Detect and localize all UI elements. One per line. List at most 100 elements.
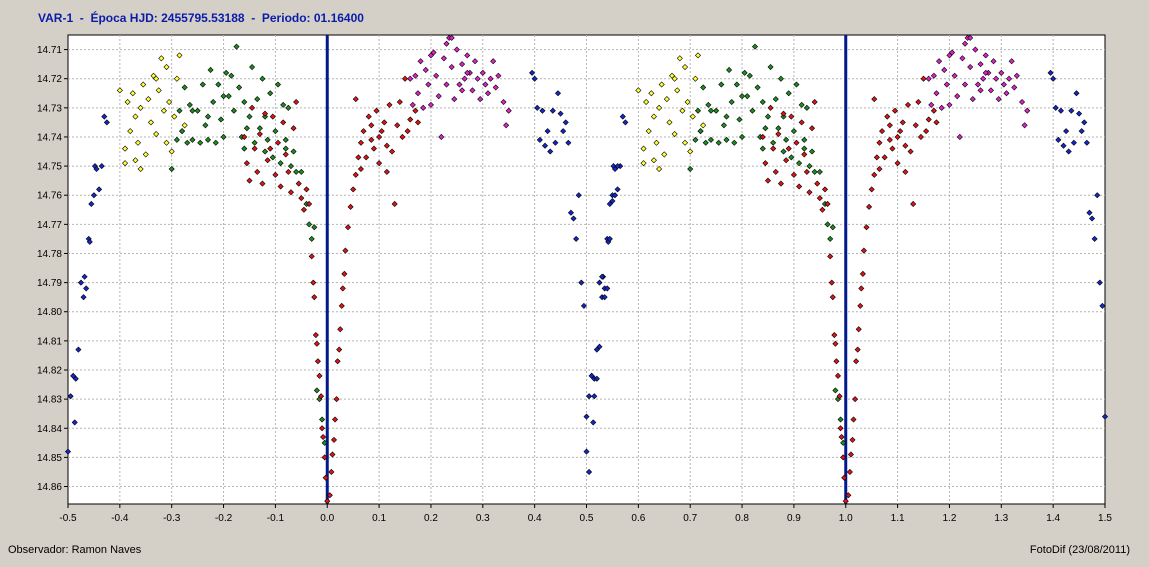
data-point-series-1 <box>684 98 691 106</box>
data-point-series-4 <box>933 90 940 97</box>
data-point-series-2 <box>223 69 230 76</box>
data-point-series-2 <box>736 116 743 123</box>
data-point-series-3 <box>827 253 834 260</box>
data-point-series-4 <box>412 72 419 79</box>
data-point-series-5 <box>544 128 551 135</box>
data-point-series-3 <box>759 133 766 140</box>
data-point-series-3 <box>280 119 287 126</box>
data-point-series-1 <box>168 148 175 155</box>
data-point-series-2 <box>217 116 224 123</box>
data-point-series-4 <box>967 64 974 71</box>
data-point-series-2 <box>801 145 808 152</box>
data-point-series-4 <box>977 61 984 68</box>
data-point-series-5 <box>77 279 84 286</box>
data-point-series-3 <box>859 270 866 277</box>
data-point-series-3 <box>287 189 294 196</box>
data-point-series-1 <box>134 139 142 146</box>
data-point-series-1 <box>650 113 657 120</box>
data-point-series-5 <box>578 279 585 286</box>
data-point-series-3 <box>767 104 774 111</box>
data-point-series-1 <box>142 151 149 158</box>
data-point-series-3 <box>376 160 383 167</box>
data-point-series-4 <box>956 133 963 140</box>
data-point-series-3 <box>886 122 893 129</box>
data-point-series-5 <box>586 393 593 400</box>
data-point-series-3 <box>891 107 899 114</box>
data-point-series-2 <box>788 154 795 161</box>
data-point-series-1 <box>173 75 180 82</box>
data-point-series-2 <box>254 96 261 103</box>
data-point-series-2 <box>726 66 733 73</box>
data-point-series-2 <box>746 72 753 79</box>
x-axis: -0.5 -0.4 -0.3 -0.2 -0.1 0.0 0.1 0.2 0.3 0.4 0.5 0.… <box>59 504 1112 524</box>
data-point-series-3 <box>373 107 380 114</box>
data-point-series-3 <box>902 168 909 175</box>
data-point-series-3 <box>334 358 341 365</box>
data-point-series-2 <box>220 93 227 100</box>
chart-title: VAR-1 - Época HJD: 2455795.53188 - Perio… <box>38 11 364 25</box>
data-point-series-3 <box>352 96 359 103</box>
data-point-series-5 <box>609 198 616 205</box>
data-point-series-4 <box>961 40 969 47</box>
data-point-series-3 <box>404 128 411 135</box>
data-point-series-2 <box>733 81 740 88</box>
data-point-series-5 <box>1063 128 1070 135</box>
data-point-series-4 <box>451 96 458 103</box>
data-point-series-5 <box>1065 148 1072 155</box>
data-point-series-4 <box>417 58 424 65</box>
data-point-series-2 <box>824 221 831 228</box>
data-point-series-1 <box>147 119 154 126</box>
data-point-series-1 <box>656 104 663 111</box>
data-point-series-5 <box>1050 75 1057 82</box>
data-point-series-5 <box>90 192 97 199</box>
data-point-series-2 <box>189 136 196 143</box>
data-point-series-5 <box>88 200 95 207</box>
data-point-series-2 <box>772 96 779 103</box>
data-point-series-2 <box>256 125 263 132</box>
data-point-series-4 <box>998 69 1005 76</box>
x-tick-label: 0.9 <box>787 513 801 524</box>
data-point-series-2 <box>806 163 813 170</box>
data-point-series-2 <box>775 125 782 132</box>
data-point-series-2 <box>707 107 714 114</box>
data-point-series-5 <box>614 163 621 170</box>
data-point-series-3 <box>383 168 390 175</box>
data-point-series-3 <box>312 332 319 339</box>
data-point-series-2 <box>770 139 777 146</box>
data-point-series-4 <box>1011 84 1018 91</box>
data-point-series-4 <box>1008 58 1015 65</box>
data-point-series-1 <box>181 122 188 129</box>
data-point-series-2 <box>798 101 805 108</box>
data-point-series-3 <box>337 326 344 333</box>
data-point-series-1 <box>679 107 686 114</box>
data-point-series-5 <box>588 372 595 379</box>
data-point-series-2 <box>173 136 180 143</box>
data-point-series-4 <box>941 66 948 73</box>
data-point-series-5 <box>622 119 629 126</box>
data-point-series-4 <box>459 87 466 94</box>
data-point-series-4 <box>982 52 989 59</box>
data-point-series-3 <box>394 122 401 129</box>
data-point-series-3 <box>303 186 310 193</box>
x-tick-label: -0.1 <box>267 513 285 524</box>
data-point-series-2 <box>702 139 709 146</box>
data-point-series-1 <box>661 151 668 158</box>
data-point-series-3 <box>254 168 261 175</box>
x-tick-label: 0.8 <box>735 513 749 524</box>
data-point-series-4 <box>471 58 479 65</box>
x-tick-label: 0.4 <box>528 513 542 524</box>
data-point-series-3 <box>912 122 919 129</box>
x-tick-label: -0.3 <box>163 513 181 524</box>
data-point-series-5 <box>565 139 572 146</box>
data-point-series-5 <box>580 302 587 309</box>
data-point-series-1 <box>132 157 139 164</box>
data-point-series-3 <box>338 302 345 309</box>
data-point-series-2 <box>236 84 243 91</box>
data-point-series-3 <box>282 151 289 158</box>
data-point-series-1 <box>158 55 165 62</box>
data-point-series-3 <box>376 133 383 140</box>
data-point-series-3 <box>873 154 880 161</box>
data-point-series-5 <box>1099 302 1106 309</box>
data-point-series-4 <box>505 107 512 114</box>
data-point-series-3 <box>907 148 914 155</box>
